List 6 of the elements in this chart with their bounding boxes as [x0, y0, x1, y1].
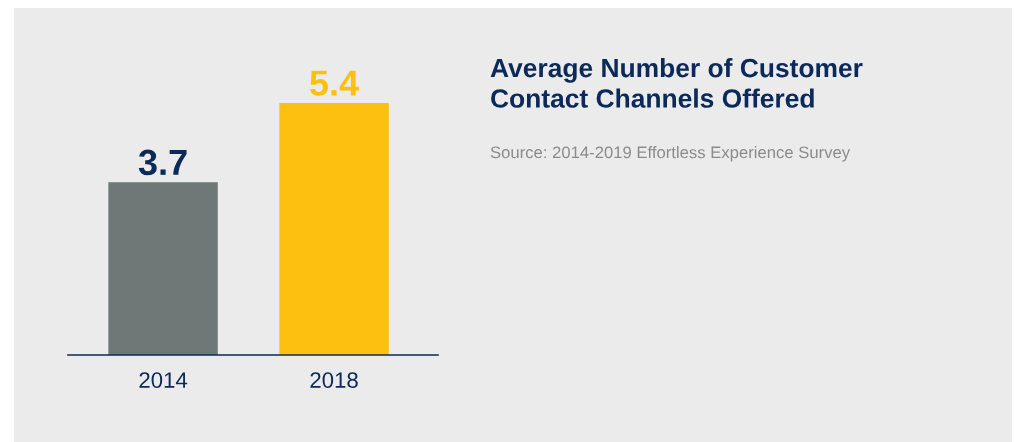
data-label: 5.4	[310, 70, 359, 96]
x-tick-label: 2018	[310, 372, 358, 388]
text: Average Number of Customer Contact Channels Offered	[490, 58, 863, 108]
x-tick-label: 2014	[139, 372, 188, 388]
source-note: Source: 2014-2019 Effortless Experience Survey	[490, 146, 851, 162]
data-label: 3.7	[138, 149, 187, 176]
